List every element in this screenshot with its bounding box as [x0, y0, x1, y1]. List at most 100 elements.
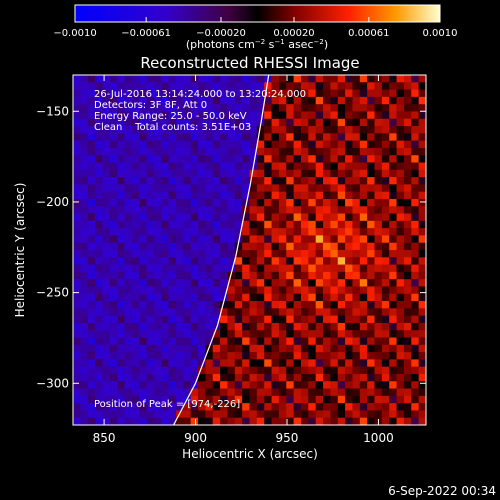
- heatmap-cell: [367, 352, 376, 360]
- heatmap-cell: [345, 155, 354, 164]
- heatmap-cell: [153, 257, 162, 266]
- heatmap-cell: [234, 250, 243, 258]
- heatmap-cell: [264, 330, 273, 339]
- heatmap-cell: [124, 177, 133, 185]
- heatmap-cell: [220, 366, 229, 375]
- heatmap-cell: [300, 213, 309, 222]
- heatmap-cell: [403, 264, 412, 273]
- heatmap-cell: [87, 96, 96, 105]
- heatmap-cell: [227, 381, 236, 390]
- heatmap-cell: [205, 308, 214, 317]
- heatmap-cell: [95, 184, 104, 193]
- heatmap-cell: [220, 198, 229, 207]
- heatmap-cell: [381, 293, 390, 302]
- heatmap-cell: [212, 177, 221, 185]
- heatmap-cell: [359, 271, 368, 280]
- heatmap-cell: [389, 388, 398, 397]
- heatmap-cell: [73, 75, 81, 83]
- heatmap-cell: [345, 126, 354, 134]
- heatmap-cell: [212, 264, 221, 273]
- heatmap-cell: [330, 111, 339, 120]
- heatmap-cell: [227, 352, 236, 360]
- heatmap-cell: [87, 250, 96, 258]
- heatmap-cell: [286, 308, 295, 317]
- heatmap-cell: [95, 352, 104, 360]
- heatmap-cell: [352, 322, 361, 331]
- heatmap-cell: [389, 104, 398, 113]
- heatmap-cell: [80, 417, 89, 425]
- heatmap-cell: [131, 75, 140, 83]
- heatmap-cell: [198, 126, 206, 134]
- heatmap-cell: [359, 155, 368, 164]
- heatmap-cell: [73, 352, 81, 360]
- heatmap-cell: [227, 104, 236, 113]
- heatmap-cell: [411, 133, 420, 142]
- heatmap-cell: [131, 140, 140, 149]
- heatmap-cell: [264, 373, 273, 382]
- heatmap-cell: [183, 330, 192, 339]
- heatmap-cell: [146, 373, 155, 382]
- heatmap-cell: [175, 206, 184, 215]
- heatmap-cell: [190, 271, 199, 280]
- heatmap-cell: [131, 257, 140, 266]
- heatmap-cell: [124, 250, 133, 258]
- heatmap-cell: [146, 162, 155, 171]
- heatmap-cell: [80, 147, 89, 156]
- heatmap-cell: [367, 286, 376, 295]
- heatmap-cell: [293, 330, 302, 339]
- heatmap-cell: [396, 162, 405, 171]
- heatmap-cell: [161, 366, 170, 375]
- heatmap-cell: [256, 111, 265, 120]
- heatmap-cell: [337, 286, 346, 295]
- heatmap-cell: [345, 337, 354, 346]
- heatmap-cell: [300, 96, 309, 105]
- heatmap-cell: [227, 213, 236, 222]
- heatmap-cell: [330, 293, 339, 302]
- heatmap-cell: [102, 366, 111, 375]
- heatmap-cell: [242, 301, 251, 309]
- heatmap-cell: [190, 147, 199, 156]
- heatmap-cell: [300, 344, 309, 353]
- heatmap-cell: [381, 169, 390, 178]
- heatmap-cell: [256, 191, 265, 200]
- heatmap-cell: [286, 242, 295, 251]
- heatmap-cell: [124, 301, 133, 309]
- heatmap-cell: [183, 118, 192, 127]
- heatmap-cell: [95, 162, 104, 171]
- heatmap-cell: [212, 286, 221, 295]
- heatmap-cell: [411, 235, 420, 244]
- heatmap-cell: [139, 322, 148, 331]
- heatmap-cell: [190, 279, 199, 288]
- heatmap-cell: [73, 271, 81, 280]
- heatmap-cell: [95, 242, 104, 251]
- heatmap-cell: [117, 177, 126, 185]
- heatmap-cell: [367, 271, 376, 280]
- heatmap-cell: [396, 133, 405, 142]
- heatmap-cell: [330, 359, 339, 368]
- heatmap-cell: [337, 191, 346, 200]
- heatmap-cell: [109, 388, 118, 397]
- heatmap-cell: [300, 395, 309, 404]
- heatmap-cell: [153, 352, 162, 360]
- heatmap-cell: [337, 75, 346, 83]
- heatmap-cell: [418, 177, 426, 185]
- heatmap-cell: [102, 111, 111, 120]
- heatmap-cell: [403, 242, 412, 251]
- heatmap-cell: [367, 301, 376, 309]
- heatmap-cell: [359, 140, 368, 149]
- heatmap-cell: [374, 235, 383, 244]
- heatmap-cell: [300, 352, 309, 360]
- heatmap-cell: [234, 75, 243, 83]
- heatmap-cell: [374, 228, 383, 237]
- heatmap-cell: [205, 140, 214, 149]
- heatmap-cell: [183, 82, 192, 91]
- heatmap-cell: [271, 344, 280, 353]
- heatmap-cell: [352, 118, 361, 127]
- heatmap-cell: [124, 293, 133, 302]
- heatmap-cell: [256, 322, 265, 331]
- heatmap-cell: [256, 140, 265, 149]
- heatmap-cell: [153, 82, 162, 91]
- heatmap-cell: [352, 126, 361, 134]
- heatmap-cell: [139, 82, 148, 91]
- heatmap-cell: [271, 301, 280, 309]
